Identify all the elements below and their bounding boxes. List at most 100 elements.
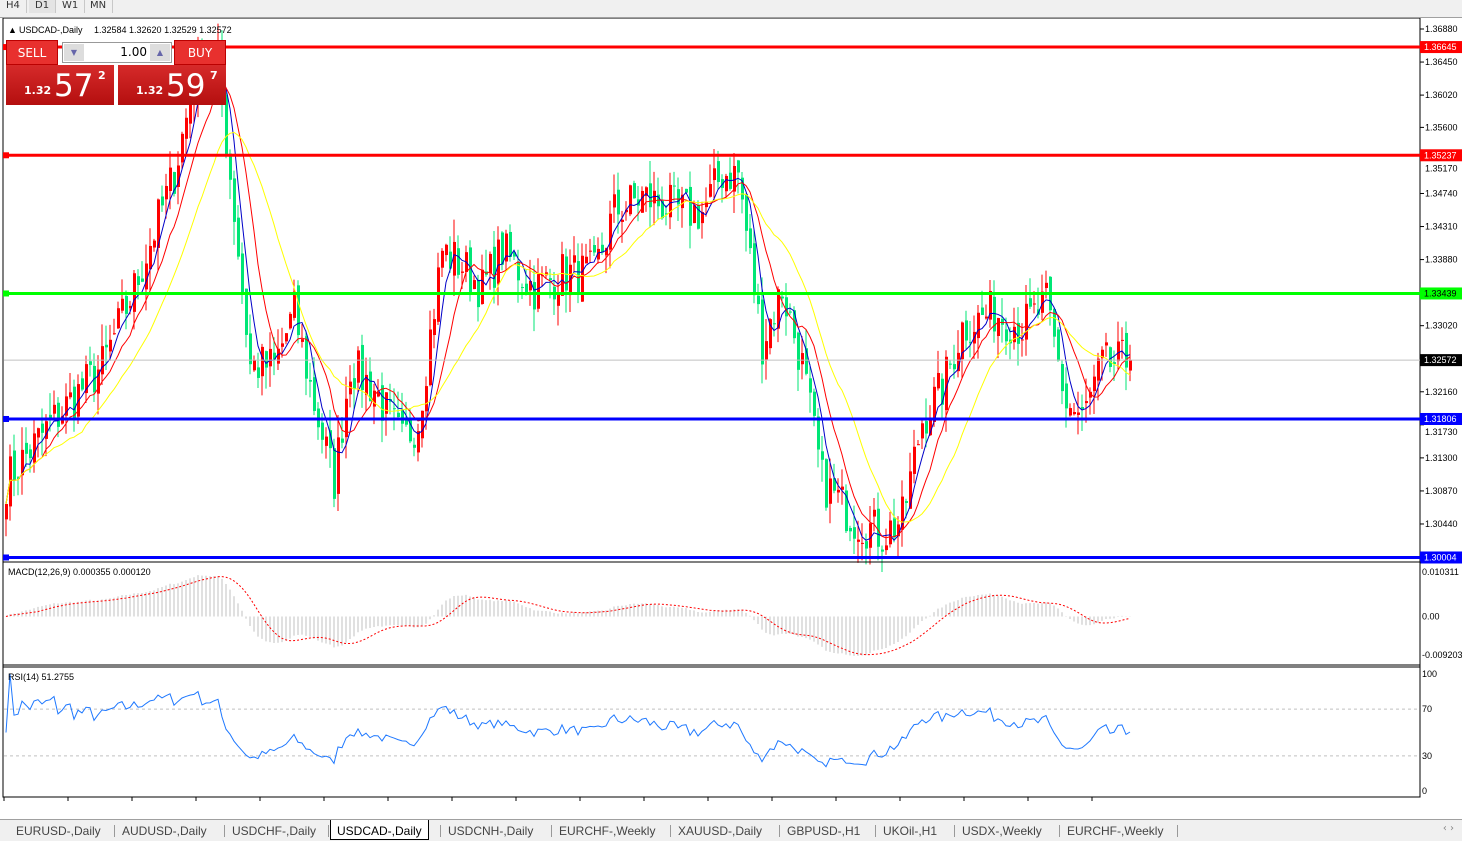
candle-body (1085, 401, 1088, 404)
price-chart[interactable]: 1.36880 1.36450 1.36020 1.35600 1.35170 1.347… (0, 17, 1462, 811)
candle-body (357, 350, 360, 383)
candle-body (909, 471, 912, 509)
price-tick-label: 1.30870 (1425, 486, 1458, 496)
candle-body (597, 248, 600, 260)
candle-body (297, 285, 300, 336)
candle-body (941, 378, 944, 405)
candle-body (749, 228, 752, 249)
candle-body (629, 185, 632, 215)
candle-body (685, 188, 688, 193)
candle-body (89, 361, 92, 365)
level-line-handle (3, 152, 9, 159)
candle-body (413, 444, 416, 448)
candle-body (897, 524, 900, 537)
chart-header-arrow-icon[interactable]: ▲ (8, 25, 17, 35)
candle-body (25, 442, 28, 454)
candle-body (893, 518, 896, 538)
candle-body (549, 278, 552, 281)
candle-body (425, 386, 428, 412)
candle-body (1069, 408, 1072, 416)
tab-usdcnh-daily[interactable]: USDCNH-,Daily (448, 824, 534, 838)
candle-body (161, 196, 164, 206)
candle-body (1097, 358, 1100, 381)
candle-body (813, 391, 816, 416)
tab-usdchf-daily[interactable]: USDCHF-,Daily (232, 824, 316, 838)
candle-body (85, 364, 88, 394)
price-tick-label: 1.32160 (1425, 387, 1458, 397)
candle-body (153, 240, 156, 248)
candle-body (245, 288, 248, 335)
increase-lot-icon[interactable]: ▲ (150, 44, 170, 61)
candle-body (513, 252, 516, 257)
candle-body (233, 178, 236, 222)
timeframe-d1[interactable]: D1 (29, 0, 57, 13)
candle-body (29, 449, 32, 459)
sell-button[interactable]: SELL (6, 40, 58, 65)
timeframe-h4[interactable]: H4 (0, 0, 27, 13)
candle-body (529, 281, 532, 291)
candle-body (561, 254, 564, 296)
tab-eurusd-daily[interactable]: EURUSD-,Daily (16, 824, 101, 838)
candle-body (521, 287, 524, 289)
tab-separator (224, 825, 225, 837)
buy-button[interactable]: BUY (174, 40, 226, 65)
candle-body (405, 418, 408, 425)
candle-body (993, 296, 996, 332)
candle-body (457, 248, 460, 275)
candle-body (845, 490, 848, 532)
candle-body (1065, 383, 1068, 409)
decrease-lot-icon[interactable]: ▼ (64, 44, 84, 61)
sell-price[interactable]: 1.32 57 2 (6, 65, 114, 105)
tab-usdcad-daily[interactable]: USDCAD-,Daily (330, 820, 429, 840)
candle-body (341, 438, 344, 443)
candle-body (461, 271, 464, 273)
candle-body (913, 446, 916, 474)
buy-price[interactable]: 1.32 59 7 (118, 65, 226, 105)
candle-body (573, 255, 576, 263)
tab-xauusd-daily[interactable]: XAUUSD-,Daily (678, 824, 763, 838)
tab-separator (114, 825, 115, 837)
lot-size-input[interactable]: 1.00 (120, 45, 147, 59)
candle-body (1001, 318, 1004, 325)
candle-body (33, 433, 36, 463)
tab-ukoil-h1[interactable]: UKOil-,H1 (883, 824, 938, 838)
candle-body (525, 283, 528, 293)
candle-body (293, 291, 296, 318)
tab-gbpusd-h1[interactable]: GBPUSD-,H1 (787, 824, 861, 838)
candle-body (1017, 322, 1020, 344)
candle-body (665, 213, 668, 215)
timeframe-w1[interactable]: W1 (56, 0, 86, 13)
tab-usdx-weekly[interactable]: USDX-,Weekly (962, 824, 1042, 838)
timeframe-mn[interactable]: MN (84, 0, 114, 13)
candle-body (801, 353, 804, 365)
candle-body (113, 333, 116, 335)
candle-body (901, 496, 904, 530)
candle-body (409, 417, 412, 442)
candle-body (821, 451, 824, 460)
candle-body (325, 436, 328, 446)
tab-eurchf-weekly[interactable]: EURCHF-,Weekly (1067, 824, 1164, 838)
candle-body (177, 165, 180, 187)
lot-size-stepper[interactable]: ▼ 1.00 ▲ (62, 42, 172, 63)
macd-tick-label: 0.00 (1422, 611, 1440, 621)
tab-audusd-daily[interactable]: AUDUSD-,Daily (122, 824, 207, 838)
chart-window[interactable]: 1.36880 1.36450 1.36020 1.35600 1.35170 1.347… (0, 17, 1462, 811)
tab-separator (551, 825, 552, 837)
candle-body (1129, 360, 1132, 371)
tab-eurchf-weekly[interactable]: EURCHF-,Weekly (559, 824, 656, 838)
candle-body (1073, 412, 1076, 415)
candle-body (765, 341, 768, 360)
tab-scroll-arrows-icon[interactable]: ‹ › (1442, 823, 1454, 834)
candle-body (709, 184, 712, 197)
candle-body (961, 322, 964, 360)
candle-body (361, 344, 364, 391)
candle-body (125, 295, 128, 314)
price-tick-label: 1.33020 (1425, 321, 1458, 331)
candle-body (705, 201, 708, 208)
candle-body (265, 351, 268, 368)
candle-body (65, 396, 68, 416)
price-tick-label: 1.31730 (1425, 427, 1458, 437)
candle-body (673, 185, 676, 187)
candle-body (289, 313, 292, 329)
candle-body (585, 256, 588, 264)
